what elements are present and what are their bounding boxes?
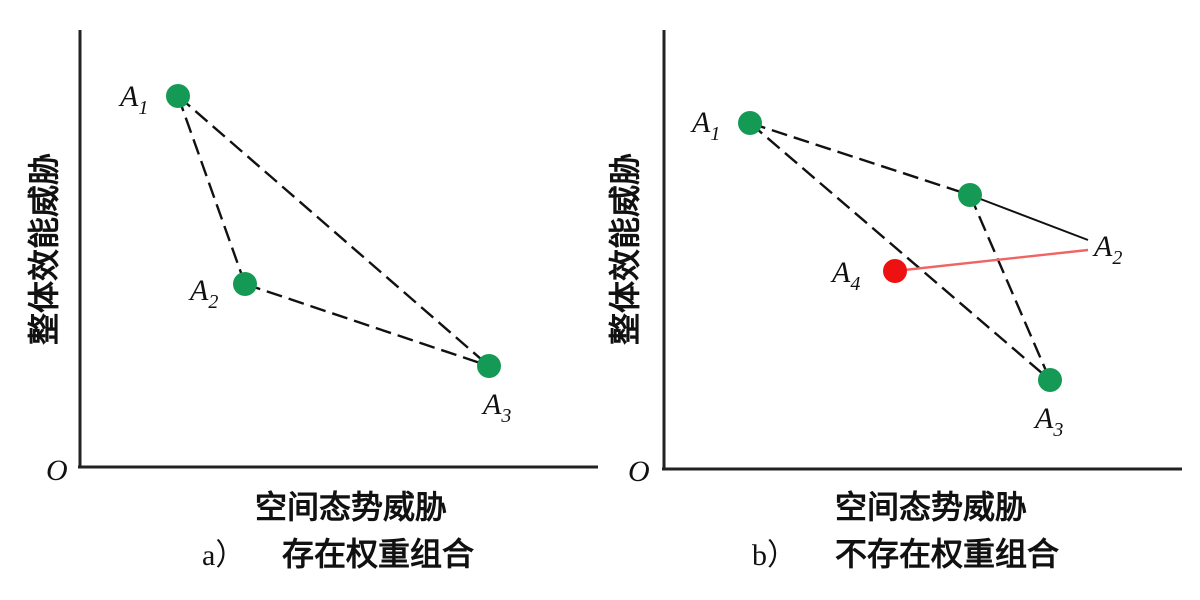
panel-a-y-axis-title: 整体效能威胁: [25, 153, 63, 345]
panel-b-edge-a1-mid: [749, 121, 971, 197]
panel-b-node-mid: [958, 183, 982, 207]
panel-a-caption-text: 存在权重组合: [282, 535, 474, 573]
panel-b-y-axis-title: 整体效能威胁: [606, 153, 644, 345]
panel-a-x-axis-title: 空间态势威胁: [255, 488, 447, 526]
panel-b-node-a4: [883, 259, 907, 283]
panel-b-label-a4: A4: [830, 256, 860, 295]
panel-b-caption-text: 不存在权重组合: [835, 535, 1059, 573]
panel-b-x-axis-title: 空间态势威胁: [835, 488, 1027, 526]
panel-b-origin-label: O: [628, 455, 650, 488]
panel-b-label-a1: A1: [690, 106, 720, 145]
panel-b-node-a3: [1038, 368, 1062, 392]
panel-b-label-a2: A2: [1092, 230, 1122, 269]
panel-a-edge-a2-a3: [244, 282, 490, 368]
panel-a-label-a3: A3: [481, 388, 511, 427]
panel-b-edge-a4-red: [894, 248, 1089, 273]
panel-a-label-a2: A2: [188, 274, 218, 313]
panel-b-edge-a1-a3: [749, 122, 1051, 381]
panel-a-node-a3: [477, 354, 501, 378]
panel-a-origin-label: O: [46, 454, 68, 487]
panel-a-caption-letter: a）: [202, 539, 245, 572]
panel-a-node-a2: [233, 272, 257, 296]
panel-b-edge-mid-a3: [968, 194, 1052, 381]
panel-b-caption-letter: b）: [752, 539, 797, 572]
panel-a-edge-a1-a2: [176, 95, 247, 285]
panel-b-node-a1: [738, 111, 762, 135]
panel-a: O 整体效能威胁 空间态势威胁 A1 A2 A3 a） 存在权重组合: [25, 30, 598, 573]
panel-b-edge-mid-a2: [969, 194, 1089, 241]
panel-b-label-a3: A3: [1033, 402, 1063, 441]
panel-b: O 整体效能威胁 空间态势威胁 A1 A2 A3 A4 b） 不存在权重组合: [606, 30, 1182, 573]
panel-a-node-a1: [166, 84, 190, 108]
panel-a-label-a1: A1: [118, 80, 148, 119]
panel-a-edge-a1-a3: [177, 95, 490, 367]
